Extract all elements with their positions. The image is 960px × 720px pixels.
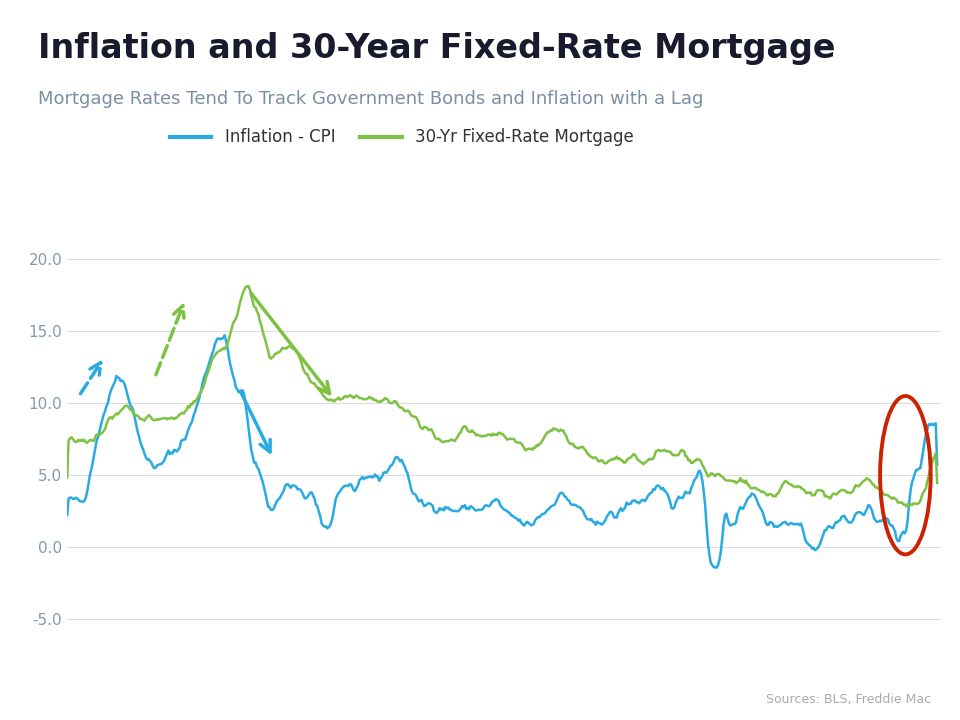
Legend: Inflation - CPI, 30-Yr Fixed-Rate Mortgage: Inflation - CPI, 30-Yr Fixed-Rate Mortga… [163, 122, 640, 153]
Text: Sources: BLS, Freddie Mac: Sources: BLS, Freddie Mac [766, 693, 931, 706]
Text: Mortgage Rates Tend To Track Government Bonds and Inflation with a Lag: Mortgage Rates Tend To Track Government … [38, 90, 704, 108]
Text: Inflation and 30-Year Fixed-Rate Mortgage: Inflation and 30-Year Fixed-Rate Mortgag… [38, 32, 836, 66]
